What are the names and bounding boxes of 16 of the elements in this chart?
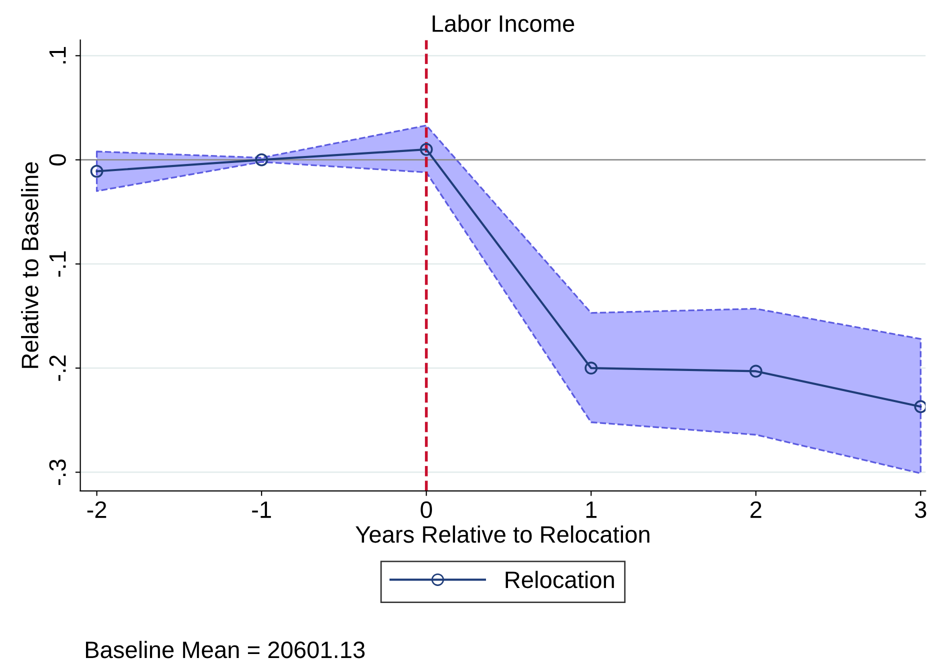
x-tick-label: 1 bbox=[586, 502, 597, 518]
y-axis-title: Relative to Baseline bbox=[21, 162, 38, 368]
y-tick-label: -.3 bbox=[49, 459, 66, 485]
x-tick-label: 3 bbox=[914, 501, 926, 518]
x-tick-label: -2 bbox=[87, 501, 106, 518]
y-tick-label: -.2 bbox=[49, 356, 66, 381]
legend-label: Relocation bbox=[506, 570, 614, 588]
x-axis-title: Years Relative to Relocation bbox=[356, 525, 650, 543]
y-tick-label: -.1 bbox=[49, 251, 66, 277]
y-tick-label: 0 bbox=[49, 154, 66, 166]
y-tick-label: .1 bbox=[49, 47, 66, 64]
text: Baseline Mean = 20601.13 bbox=[86, 640, 365, 658]
x-tick-label: 2 bbox=[750, 501, 762, 518]
x-tick-label: -1 bbox=[252, 502, 271, 518]
chart-title: Labor Income bbox=[432, 14, 574, 32]
x-tick-label: 0 bbox=[420, 501, 432, 518]
